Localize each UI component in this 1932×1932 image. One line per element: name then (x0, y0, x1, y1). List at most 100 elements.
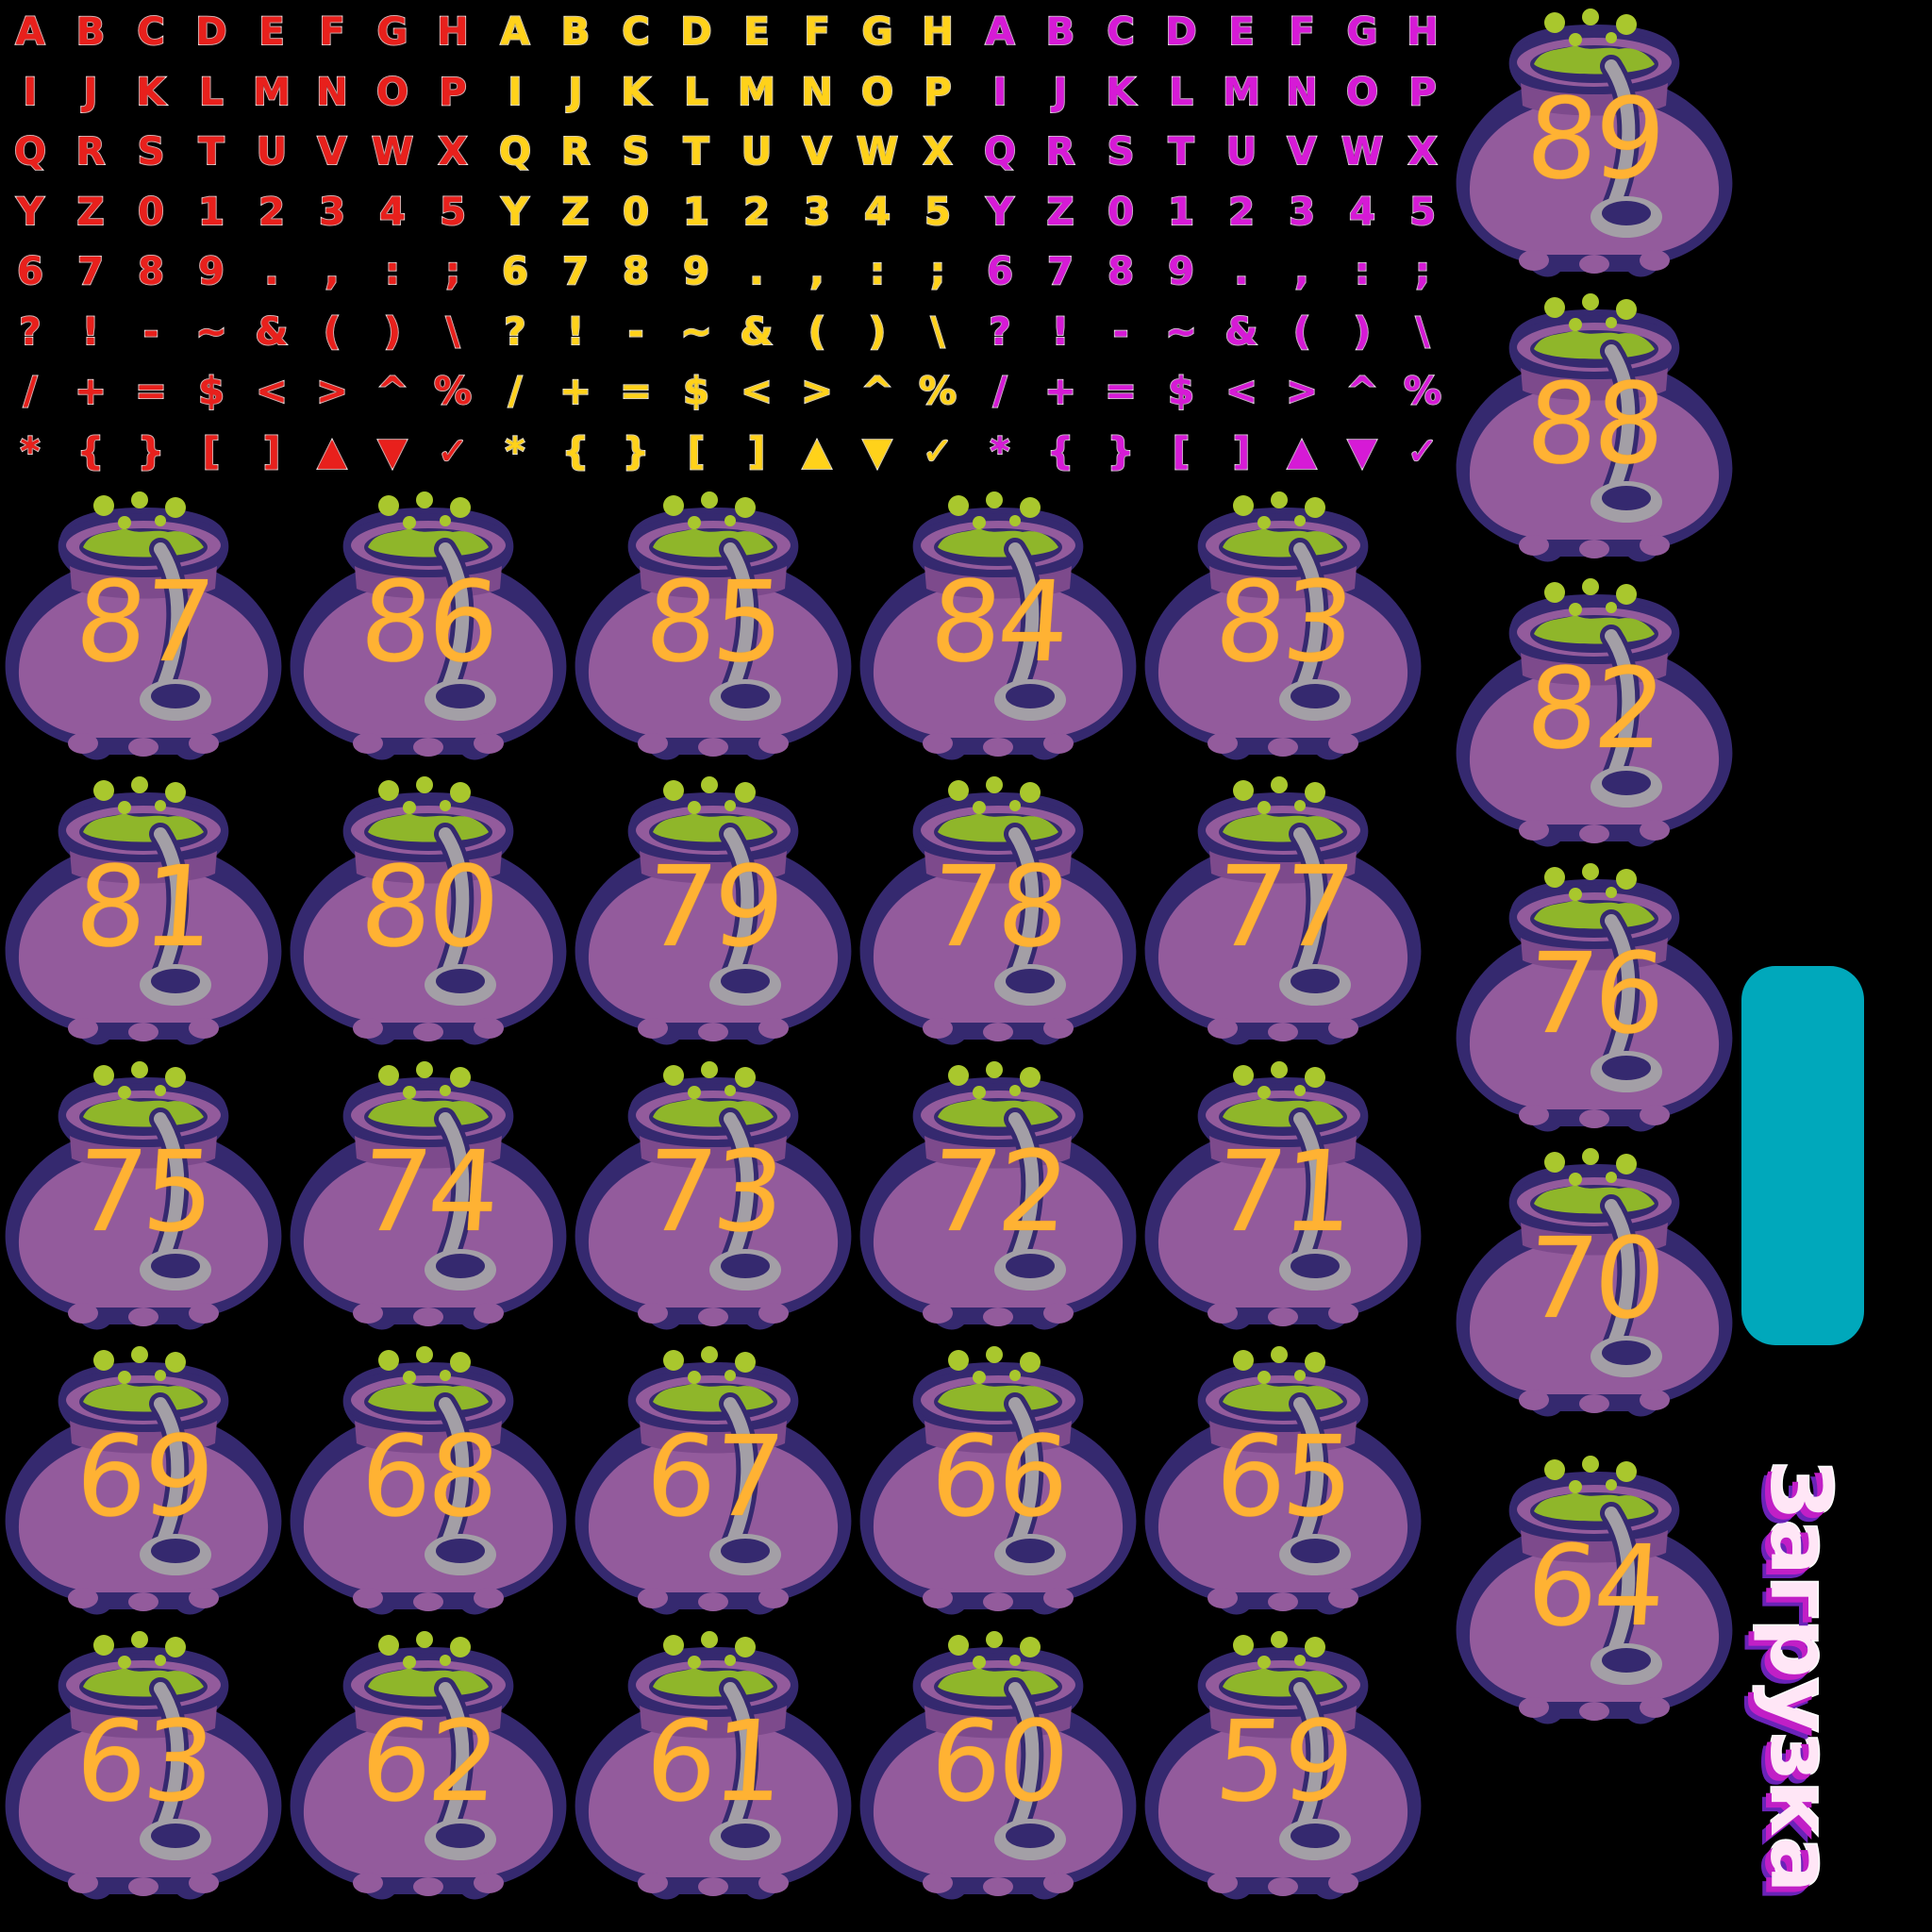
glyph-yellow: 7 (561, 250, 590, 293)
glyph-magenta: 9 (1167, 250, 1195, 293)
cauldron-frame: 80 (287, 772, 570, 1055)
glyph-yellow: [ (687, 429, 706, 474)
glyph-yellow: ( (808, 309, 826, 354)
cauldron-sprite (575, 1061, 852, 1330)
glyph-yellow: % (918, 370, 958, 413)
glyph-magenta: E (1227, 10, 1255, 54)
glyph-red: ~ (194, 309, 228, 354)
glyph-yellow: * (505, 429, 526, 474)
frame-number: 71 (1211, 1126, 1355, 1257)
glyph-yellow: { (561, 429, 590, 474)
glyph-yellow: + (558, 370, 592, 413)
cauldron-sprite (290, 491, 567, 760)
glyph-red: ; (444, 250, 461, 293)
frame-number: 74 (357, 1126, 500, 1257)
cauldron-sprite (1456, 293, 1733, 562)
cauldron-frame: 76 (1453, 858, 1736, 1141)
glyph-yellow: C (621, 10, 650, 54)
glyph-red: B (75, 10, 107, 54)
frame-number: 73 (641, 1126, 785, 1257)
glyph-magenta: H (1406, 10, 1439, 54)
glyph-magenta: L (1168, 70, 1194, 114)
glyph-red: ^ (375, 370, 409, 413)
glyph-magenta: : (1354, 250, 1371, 293)
glyph-yellow: 3 (803, 190, 831, 234)
glyph-magenta: 0 (1107, 190, 1135, 234)
cauldron-frame: 89 (1453, 4, 1736, 287)
glyph-magenta: + (1043, 370, 1077, 413)
glyph-red: : (384, 250, 401, 293)
glyph-yellow: U (741, 130, 773, 174)
cauldron-frame: 79 (572, 772, 855, 1055)
cauldron-frame: 65 (1141, 1341, 1424, 1624)
glyph-yellow: > (800, 370, 834, 413)
glyph-magenta: > (1285, 370, 1319, 413)
glyph-yellow: : (869, 250, 886, 293)
glyph-magenta: ^ (1345, 370, 1379, 413)
cauldron-sprite (1456, 1456, 1733, 1724)
glyph-red: C (136, 10, 165, 54)
frame-number: 82 (1523, 643, 1666, 774)
glyph-yellow: D (679, 10, 712, 54)
glyph-red: . (263, 250, 279, 293)
glyph-magenta: Y (986, 190, 1015, 234)
cauldron-frame: 87 (2, 487, 285, 770)
cauldron-sprite (5, 491, 282, 760)
glyph-yellow: 0 (622, 190, 650, 234)
cauldron-sprite (1456, 1148, 1733, 1417)
glyph-red: J (83, 70, 99, 114)
glyph-red: 3 (318, 190, 346, 234)
glyph-red: ▼ (377, 429, 408, 474)
cauldron-frame: 78 (857, 772, 1140, 1055)
glyph-red: 6 (16, 250, 44, 293)
glyph-magenta: Z (1045, 190, 1074, 234)
glyph-red: , (324, 250, 340, 293)
cauldron-frame: 59 (1141, 1626, 1424, 1909)
glyph-red: 1 (197, 190, 225, 234)
glyph-red: Z (75, 190, 105, 234)
glyph-red: F (318, 10, 345, 54)
cauldron-sprite (5, 1061, 282, 1330)
glyph-yellow: ! (566, 309, 585, 354)
glyph-magenta: ~ (1164, 309, 1198, 354)
glyph-yellow: R (560, 130, 591, 174)
glyph-yellow: \ (930, 309, 946, 354)
glyph-red: 7 (76, 250, 105, 293)
glyph-yellow: 9 (682, 250, 710, 293)
glyph-yellow: E (742, 10, 770, 54)
cauldron-frame: 71 (1141, 1057, 1424, 1340)
frame-number: 79 (641, 841, 785, 972)
glyph-yellow: / (508, 370, 524, 413)
glyph-yellow: K (621, 70, 652, 114)
glyph-red: D (194, 10, 227, 54)
cauldron-frame: 75 (2, 1057, 285, 1340)
glyph-magenta: 6 (986, 250, 1014, 293)
glyph-yellow: . (748, 250, 764, 293)
cauldron-sprite (290, 1061, 567, 1330)
loading-bar-track (1741, 966, 1864, 1345)
glyph-yellow: P (923, 70, 952, 114)
glyph-red: ? (18, 309, 42, 354)
cauldron-sprite (859, 1061, 1137, 1330)
glyph-magenta: < (1224, 370, 1258, 413)
cauldron-frame: 60 (857, 1626, 1140, 1909)
glyph-magenta: B (1045, 10, 1076, 54)
glyph-magenta: - (1112, 309, 1130, 354)
glyph-yellow: 6 (501, 250, 529, 293)
frame-number: 61 (641, 1696, 785, 1826)
glyph-magenta: S (1107, 130, 1136, 174)
cauldron-sprite (859, 776, 1137, 1045)
glyph-magenta: % (1403, 370, 1442, 413)
glyph-yellow: H (921, 10, 954, 54)
glyph-magenta: ? (988, 309, 1011, 354)
frame-number: 85 (641, 557, 785, 687)
glyph-magenta: ] (1232, 429, 1251, 474)
glyph-magenta: ) (1353, 309, 1372, 354)
glyph-magenta: 8 (1107, 250, 1135, 293)
glyph-red: E (258, 10, 285, 54)
glyph-magenta: 3 (1288, 190, 1316, 234)
frame-number: 68 (357, 1411, 500, 1541)
cauldron-frame: 63 (2, 1626, 285, 1909)
glyph-red: = (134, 370, 168, 413)
glyph-magenta: U (1225, 130, 1257, 174)
